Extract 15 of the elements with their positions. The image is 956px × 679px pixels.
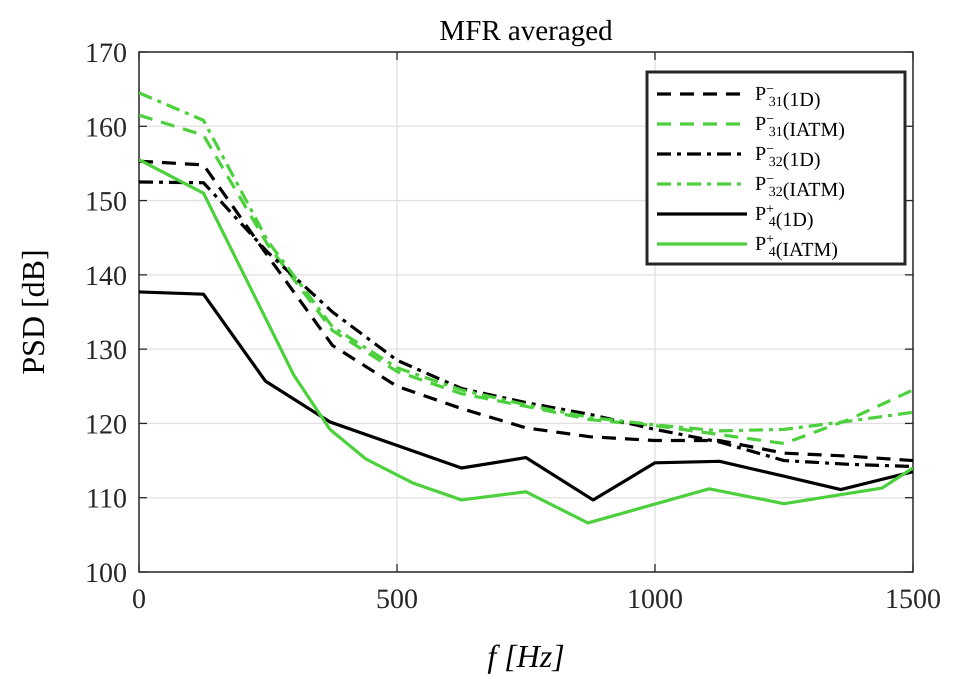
x-tick-label: 1500 (885, 584, 941, 615)
y-tick-label: 150 (85, 186, 127, 218)
y-tick-label: 170 (85, 38, 127, 69)
y-tick-label: 160 (85, 112, 127, 144)
y-tick-label: 140 (85, 260, 127, 292)
x-tick-label: 1000 (627, 584, 683, 615)
y-tick-label: 100 (85, 558, 127, 589)
y-tick-label: 120 (85, 409, 127, 440)
chart-title: MFR averaged (439, 15, 614, 47)
y-tick-label: 110 (86, 484, 127, 515)
y-tick-label: 130 (85, 335, 127, 366)
x-axis-title: f [Hz] (487, 638, 565, 674)
y-axis-title: PSD [dB] (15, 249, 51, 375)
x-tick-label: 0 (132, 584, 146, 615)
x-tick-label: 500 (376, 584, 418, 615)
